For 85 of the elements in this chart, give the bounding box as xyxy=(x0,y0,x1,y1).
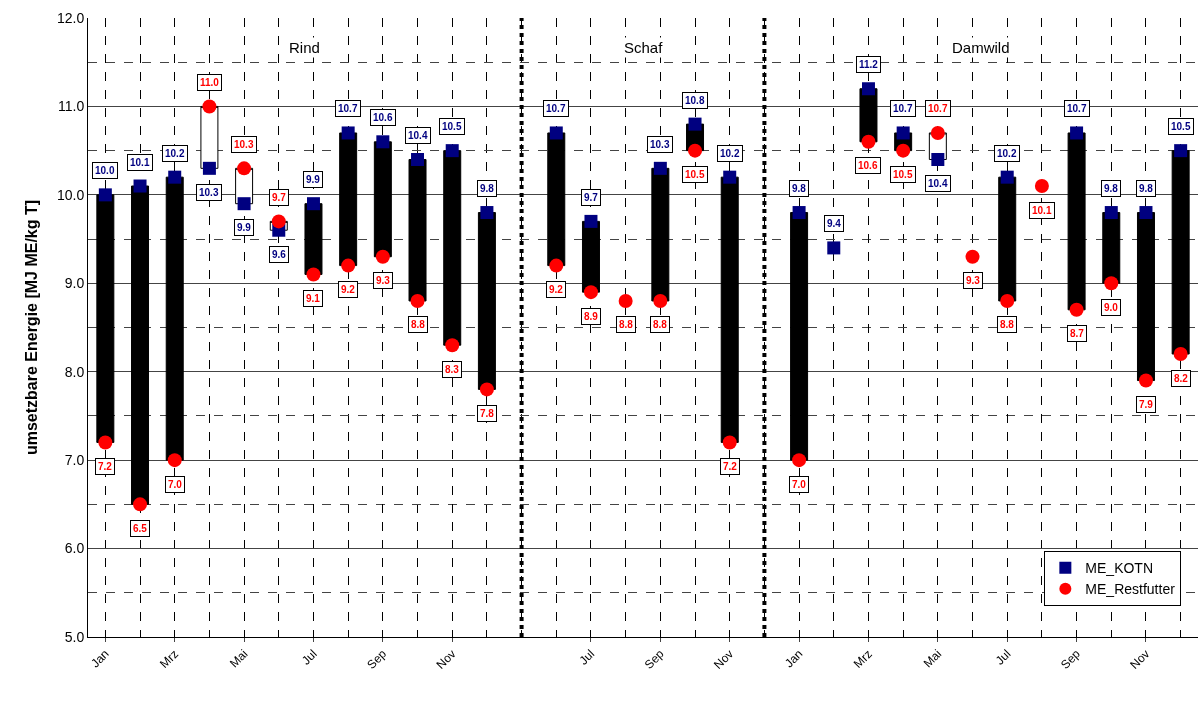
data-label: 10.1 xyxy=(130,157,150,168)
annotation: Schaf xyxy=(624,39,664,56)
data-label: 7.0 xyxy=(168,479,183,490)
data-label: 10.1 xyxy=(1032,205,1052,216)
annotation: Damwild xyxy=(952,39,1010,56)
data-label: 11.2 xyxy=(859,59,879,70)
annotation: Rind xyxy=(289,39,320,56)
data-label: 9.4 xyxy=(827,218,842,229)
x-tick-label: Jul xyxy=(992,646,1014,668)
data-label: 10.7 xyxy=(1067,103,1087,114)
x-tick-label: Sep xyxy=(364,646,390,672)
data-label: 11.0 xyxy=(200,77,220,88)
x-tick-label: Jul xyxy=(576,646,598,668)
y-tick-label: 12.0 xyxy=(56,9,85,26)
data-label: 9.0 xyxy=(1104,302,1119,313)
data-label: 9.6 xyxy=(272,249,287,260)
legend-label: ME_Restfutter xyxy=(1085,581,1176,598)
data-label: 9.3 xyxy=(966,275,981,286)
y-tick-label: 9.0 xyxy=(64,275,85,292)
y-tick-label: 8.0 xyxy=(64,363,85,380)
data-label: 10.5 xyxy=(893,169,913,180)
x-tick-label: Jan xyxy=(781,646,806,671)
data-label: 10.4 xyxy=(408,130,428,141)
data-label: 10.2 xyxy=(165,148,185,159)
x-tick-label: Nov xyxy=(1127,646,1153,672)
data-label: 9.7 xyxy=(272,192,287,203)
x-tick-label: Nov xyxy=(433,646,459,672)
data-label: 7.2 xyxy=(98,461,113,472)
data-label: 10.0 xyxy=(95,165,115,176)
data-label: 10.6 xyxy=(373,112,393,123)
x-tick-label: Sep xyxy=(1057,646,1084,672)
x-tick-label: Sep xyxy=(641,646,667,672)
data-label: 7.9 xyxy=(1139,399,1154,410)
data-label: 8.9 xyxy=(584,311,599,322)
x-tick-label: Nov xyxy=(711,646,737,672)
y-tick-label: 5.0 xyxy=(64,628,85,645)
data-label: 9.3 xyxy=(376,275,391,286)
data-label: 10.6 xyxy=(858,160,878,171)
x-tick-label: Jul xyxy=(299,646,320,668)
x-tick-label: Mai xyxy=(920,646,945,671)
data-label: 10.7 xyxy=(893,103,913,114)
data-label: 8.3 xyxy=(445,364,460,375)
y-tick-label: 7.0 xyxy=(64,452,85,469)
data-label: 9.1 xyxy=(306,293,321,304)
x-tick-label: Mrz xyxy=(850,646,875,671)
data-label: 8.8 xyxy=(1000,319,1015,330)
data-label: 9.2 xyxy=(549,284,564,295)
data-label: 6.5 xyxy=(133,523,148,534)
data-label: 8.8 xyxy=(619,319,634,330)
data-label: 9.8 xyxy=(1104,183,1119,194)
data-label: 10.5 xyxy=(1171,121,1191,132)
data-label: 9.8 xyxy=(480,183,495,194)
x-tick-label: Mai xyxy=(226,646,251,671)
data-label: 9.7 xyxy=(584,192,599,203)
data-label: 9.9 xyxy=(306,174,321,185)
data-label: 10.2 xyxy=(720,148,740,159)
data-label: 9.2 xyxy=(341,284,356,295)
data-label: 10.7 xyxy=(546,103,566,114)
data-label: 9.8 xyxy=(1139,183,1154,194)
data-label: 10.3 xyxy=(199,187,219,198)
data-label: 8.7 xyxy=(1070,328,1085,339)
x-tick-label: Mrz xyxy=(157,646,182,671)
data-label: 7.2 xyxy=(723,461,738,472)
y-axis-title: umsetzbare Energie [MJ ME/kg T] xyxy=(22,199,40,456)
data-label: 8.2 xyxy=(1174,373,1189,384)
data-label: 9.9 xyxy=(237,222,252,233)
data-label: 10.5 xyxy=(442,121,462,132)
data-label: 10.2 xyxy=(997,148,1017,159)
data-label: 8.8 xyxy=(653,319,668,330)
data-label: 8.8 xyxy=(411,319,426,330)
legend-label: ME_KOTN xyxy=(1085,560,1154,577)
data-label: 10.7 xyxy=(338,103,358,114)
data-label: 10.5 xyxy=(685,169,705,180)
y-tick-label: 11.0 xyxy=(57,98,85,115)
data-label: 10.3 xyxy=(650,139,670,150)
x-tick-label: Jan xyxy=(88,646,112,671)
data-label: 9.8 xyxy=(792,183,807,194)
data-label: 7.8 xyxy=(480,408,495,419)
data-label: 10.4 xyxy=(928,178,948,189)
data-label: 10.8 xyxy=(685,95,705,106)
y-tick-label: 6.0 xyxy=(64,540,85,557)
data-label: 10.3 xyxy=(234,139,254,150)
data-label: 7.0 xyxy=(792,479,807,490)
data-label: 10.7 xyxy=(928,103,948,114)
y-tick-label: 10.0 xyxy=(56,186,85,203)
